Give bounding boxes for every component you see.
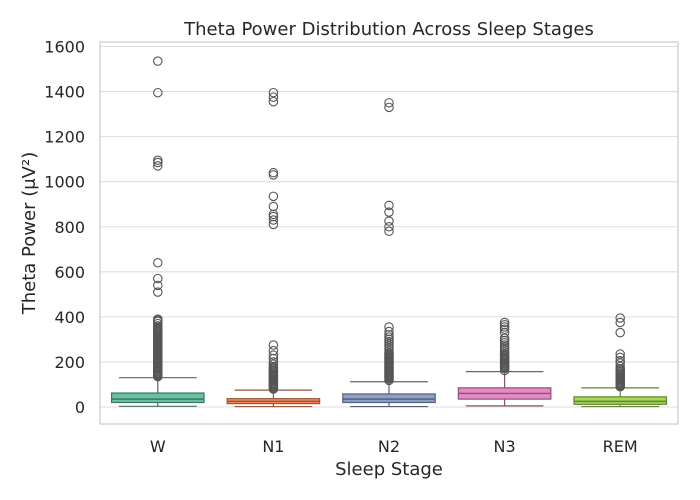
outlier-point [268,359,279,369]
outlier-point [615,313,625,323]
y-axis-ticks: 0 200 400 600 800 1000 1200 1400 1600 [44,38,85,418]
box-w [110,56,205,407]
outlier-point [268,357,279,367]
box-iqr [110,392,205,404]
box-iqr [342,393,436,404]
outlier-point [615,356,625,366]
outlier-point [499,320,510,330]
outlier-point [153,155,163,166]
outlier-point [268,350,279,360]
outlier-point [384,322,394,332]
outlier-point [153,161,163,171]
outlier-point [268,92,279,102]
outlier-point [384,226,394,237]
boxes [110,56,668,408]
x-tick-label: N2 [378,437,400,456]
outlier-point [615,327,625,338]
outlier-point [153,258,163,268]
outlier-point [153,314,163,324]
x-tick-label: N1 [262,437,284,456]
box-n2 [342,98,436,408]
box-rem [573,313,668,408]
outlier-point [384,207,394,217]
outlier-point [499,342,510,353]
outlier-point [615,317,625,328]
x-tick-label: W [150,437,166,456]
outlier-point [384,348,394,358]
outlier-point [153,56,163,66]
box-n3 [457,317,552,407]
outlier-point [499,344,510,355]
outlier-point [268,167,279,178]
outlier-point [499,317,510,328]
outlier-point [153,157,163,168]
outlier-point [268,87,279,98]
y-tick-label: 1000 [44,173,85,192]
outlier-point [384,345,394,356]
y-tick-label: 600 [54,263,85,282]
outlier-point [153,87,163,98]
outlier-point [499,347,510,357]
x-tick-label: N3 [494,437,516,456]
y-tick-label: 800 [54,218,85,237]
outlier-point [268,191,279,202]
outlier-point [268,340,279,350]
box-iqr [573,396,668,405]
outlier-point [153,318,163,329]
outlier-point [268,345,279,356]
y-tick-label: 200 [54,353,85,372]
outlier-point [384,336,394,347]
outlier-point [499,340,510,350]
outlier-point [384,222,394,232]
y-tick-label: 1400 [44,83,85,102]
outlier-point [268,211,279,222]
outlier-point [384,339,394,349]
outlier-point [153,287,163,297]
outlier-point [153,321,163,331]
x-tick-label: REM [603,437,638,456]
outlier-point [384,200,394,211]
outlier-point [268,201,279,212]
box-n1 [226,87,321,408]
outlier-point [384,102,394,113]
outlier-point [615,349,625,359]
outlier-point [499,324,510,335]
outlier-point [499,322,510,332]
chart-title: Theta Power Distribution Across Sleep St… [183,19,594,40]
outlier-point [384,326,394,337]
outlier-point [499,338,510,348]
outlier-point [384,341,394,351]
outlier-point [499,333,510,344]
plot-area-frame [99,41,679,425]
outlier-point [268,215,279,225]
outlier-point [384,332,394,342]
outlier-point [153,273,163,284]
outlier-point [268,170,279,180]
x-axis-ticks: W N1 N2 N3 REM [150,437,638,456]
outlier-point [384,216,394,226]
outlier-point [384,98,394,108]
outlier-point [153,280,163,291]
x-axis-title: Sleep Stage [335,459,443,480]
y-tick-label: 1600 [44,38,85,57]
y-tick-label: 1200 [44,128,85,147]
outlier-point [615,358,625,368]
outlier-point [268,96,279,107]
outlier-point [384,343,394,354]
y-tick-label: 0 [75,398,85,417]
y-axis-title: Theta Power (μV²) [19,152,40,315]
y-tick-label: 400 [54,308,85,327]
outlier-point [499,349,510,359]
outlier-point [615,352,625,363]
outlier-point [615,361,625,372]
